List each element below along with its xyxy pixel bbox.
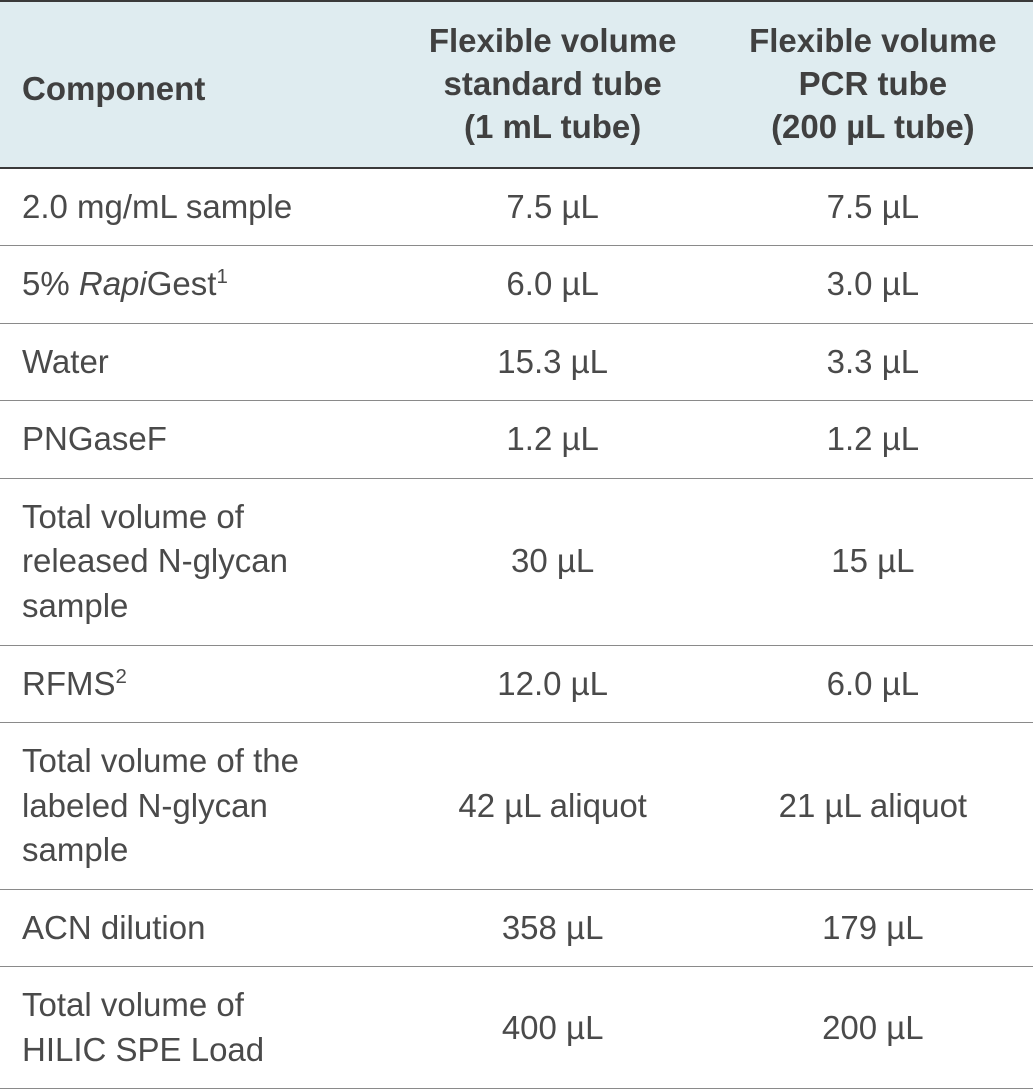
table-body: 2.0 mg/mL sample 7.5 µL 7.5 µL 5% RapiGe…: [0, 168, 1033, 1089]
cell-value: 1.2 µL: [393, 401, 713, 479]
cell-line: released N-glycan: [22, 542, 288, 579]
table-row: Total volume of the labeled N-glycan sam…: [0, 723, 1033, 890]
cell-sup: 1: [216, 265, 227, 288]
cell-value: 358 µL: [393, 889, 713, 967]
cell-text: Gest: [147, 265, 217, 302]
cell-text: RFMS: [22, 665, 116, 702]
cell-value: 42 µL aliquot: [393, 723, 713, 890]
table-row: ACN dilution 358 µL 179 µL: [0, 889, 1033, 967]
cell-line: sample: [22, 831, 128, 868]
volume-table: Component Flexible volume standard tube …: [0, 0, 1033, 1089]
cell-value: 15 µL: [713, 478, 1033, 645]
header-line: (1 mL tube): [464, 108, 641, 145]
header-component: Component: [0, 1, 393, 168]
table-row: 5% RapiGest1 6.0 µL 3.0 µL: [0, 246, 1033, 324]
cell-text-italic: Rapi: [79, 265, 147, 302]
cell-value: 12.0 µL: [393, 645, 713, 723]
cell-component: Total volume of the labeled N-glycan sam…: [0, 723, 393, 890]
cell-text: ACN dilution: [22, 909, 205, 946]
cell-value: 6.0 µL: [713, 645, 1033, 723]
header-line: PCR tube: [799, 65, 948, 102]
header-pcr-tube: Flexible volume PCR tube (200 µL tube): [713, 1, 1033, 168]
cell-sup: 2: [116, 665, 127, 688]
volume-table-container: Component Flexible volume standard tube …: [0, 0, 1033, 1089]
cell-component: ACN dilution: [0, 889, 393, 967]
cell-line: Total volume of: [22, 986, 244, 1023]
cell-component: Total volume of HILIC SPE Load: [0, 967, 393, 1089]
cell-value: 6.0 µL: [393, 246, 713, 324]
header-standard-tube: Flexible volume standard tube (1 mL tube…: [393, 1, 713, 168]
cell-text: 2.0 mg/mL sample: [22, 188, 292, 225]
cell-value: 400 µL: [393, 967, 713, 1089]
cell-text: Water: [22, 343, 109, 380]
header-line: (200 µL tube): [771, 108, 975, 145]
table-row: Water 15.3 µL 3.3 µL: [0, 323, 1033, 401]
cell-component: Total volume of released N-glycan sample: [0, 478, 393, 645]
cell-value: 30 µL: [393, 478, 713, 645]
cell-value: 200 µL: [713, 967, 1033, 1089]
table-row: 2.0 mg/mL sample 7.5 µL 7.5 µL: [0, 168, 1033, 246]
cell-value: 7.5 µL: [713, 168, 1033, 246]
cell-value: 15.3 µL: [393, 323, 713, 401]
cell-component: Water: [0, 323, 393, 401]
cell-value: 7.5 µL: [393, 168, 713, 246]
table-row: PNGaseF 1.2 µL 1.2 µL: [0, 401, 1033, 479]
cell-line: Total volume of the: [22, 742, 299, 779]
cell-line: HILIC SPE Load: [22, 1031, 264, 1068]
cell-value: 3.0 µL: [713, 246, 1033, 324]
header-line: Flexible volume: [749, 22, 997, 59]
table-row: Total volume of HILIC SPE Load 400 µL 20…: [0, 967, 1033, 1089]
cell-value: 179 µL: [713, 889, 1033, 967]
cell-line: labeled N-glycan: [22, 787, 268, 824]
cell-line: sample: [22, 587, 128, 624]
table-row: Total volume of released N-glycan sample…: [0, 478, 1033, 645]
cell-line: Total volume of: [22, 498, 244, 535]
header-line: standard tube: [444, 65, 662, 102]
header-line: Flexible volume: [429, 22, 677, 59]
cell-component: 2.0 mg/mL sample: [0, 168, 393, 246]
cell-text: PNGaseF: [22, 420, 167, 457]
table-row: RFMS2 12.0 µL 6.0 µL: [0, 645, 1033, 723]
cell-component: 5% RapiGest1: [0, 246, 393, 324]
cell-value: 21 µL aliquot: [713, 723, 1033, 890]
table-header: Component Flexible volume standard tube …: [0, 1, 1033, 168]
cell-value: 1.2 µL: [713, 401, 1033, 479]
cell-component: PNGaseF: [0, 401, 393, 479]
cell-text: 5%: [22, 265, 79, 302]
cell-value: 3.3 µL: [713, 323, 1033, 401]
header-text: Component: [22, 70, 205, 107]
cell-component: RFMS2: [0, 645, 393, 723]
